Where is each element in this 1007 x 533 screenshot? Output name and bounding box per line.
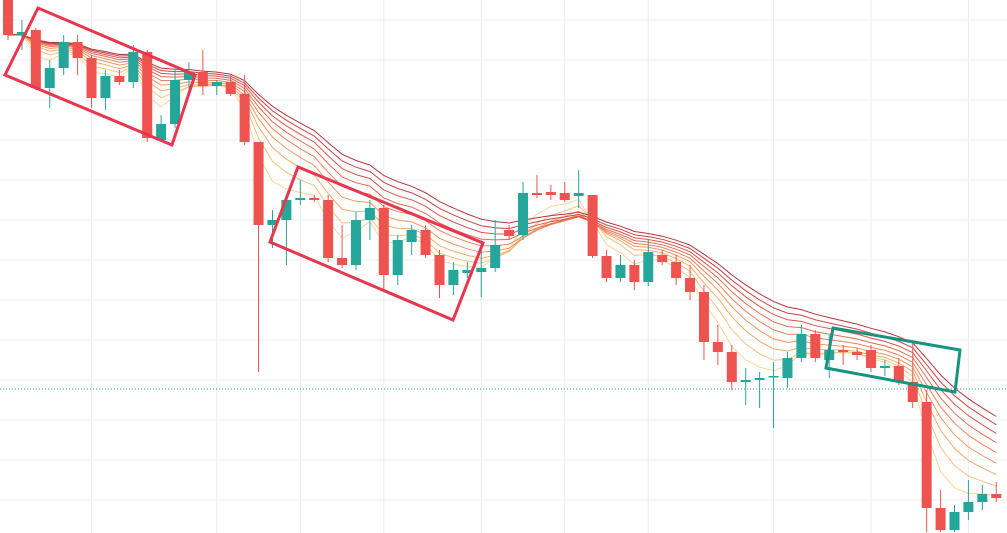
candle-body <box>100 76 111 98</box>
candle-body <box>295 198 306 200</box>
candle-body <box>977 494 988 502</box>
candle-body <box>852 352 863 355</box>
candle-body <box>476 268 487 272</box>
candle-body <box>865 350 876 368</box>
candle-body <box>601 256 612 278</box>
candle-body <box>685 278 696 292</box>
candle-body <box>796 334 807 358</box>
candle-body <box>490 245 501 268</box>
candle-body <box>16 32 27 35</box>
candle-body <box>726 352 737 382</box>
candle-body <box>991 494 1002 498</box>
candle-body <box>58 42 69 68</box>
candle-body <box>921 402 932 508</box>
candle-body <box>740 380 751 382</box>
candle-body <box>448 270 459 285</box>
candle-body <box>712 342 723 352</box>
candle-body <box>378 208 389 275</box>
ma-line <box>7 34 997 444</box>
candle-body <box>504 230 515 236</box>
candle-body <box>949 512 960 530</box>
ma-line <box>7 34 997 426</box>
ma-line <box>7 33 997 454</box>
candle-body <box>86 58 97 98</box>
ma-line <box>7 34 997 417</box>
candle-body <box>517 193 529 235</box>
candle-body <box>782 358 793 378</box>
candle-body <box>406 230 417 242</box>
candle-body <box>559 193 570 200</box>
candle-body <box>309 198 320 200</box>
candle-body <box>629 265 640 282</box>
candle-body <box>698 292 709 342</box>
candle-body <box>30 30 41 88</box>
candle-body <box>935 508 946 530</box>
ma-line <box>7 33 997 464</box>
candle-body <box>643 252 654 282</box>
candle-body <box>183 72 194 80</box>
annotation-box <box>268 165 485 322</box>
candle-body <box>587 195 598 256</box>
candle-body <box>768 376 779 378</box>
candle-body <box>225 82 236 94</box>
annotation-box <box>2 6 197 148</box>
candle-body <box>615 265 626 278</box>
annotation-box <box>824 326 962 394</box>
candle-body <box>838 350 849 352</box>
candle-body <box>879 366 890 368</box>
candle-body <box>907 382 918 402</box>
candle-body <box>211 82 222 86</box>
candle-body <box>281 200 292 220</box>
candle-body <box>239 94 250 142</box>
candle-body <box>434 255 445 285</box>
candle-body <box>893 366 904 382</box>
candle-body <box>114 76 125 82</box>
ma-line <box>7 33 997 496</box>
candle-body <box>963 502 974 512</box>
candle-body <box>253 142 264 225</box>
candle-body <box>392 240 403 275</box>
candle-body <box>197 72 208 86</box>
candle-body <box>2 0 14 35</box>
candle-body <box>420 230 431 255</box>
candle-body <box>545 192 556 195</box>
candle-body <box>531 193 542 195</box>
candle-body <box>810 334 821 358</box>
candle-body <box>170 80 181 124</box>
candle-body <box>44 68 55 88</box>
candle-body <box>323 200 334 258</box>
candle-body <box>671 262 682 278</box>
candle-body <box>350 220 361 265</box>
candle-body <box>128 52 139 82</box>
candle-body <box>72 42 83 58</box>
candle-body <box>754 378 765 380</box>
ma-ribbon <box>7 33 997 496</box>
candle-body <box>657 255 668 262</box>
candle-body <box>462 270 473 273</box>
candle-body <box>267 220 278 225</box>
candle-body <box>337 258 348 265</box>
candle-body <box>573 193 584 196</box>
candle-body <box>142 52 153 138</box>
candle-body <box>156 124 167 140</box>
candle-body <box>364 208 375 220</box>
